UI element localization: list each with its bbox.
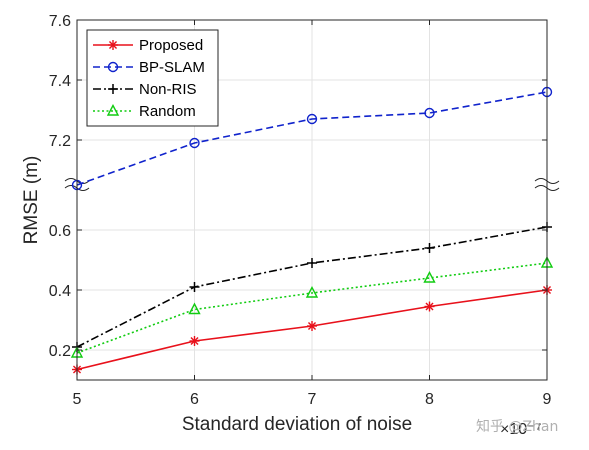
data-point — [423, 270, 436, 283]
legend-box — [86, 29, 219, 127]
point-marker — [106, 103, 120, 116]
data-point — [424, 107, 435, 119]
point-marker — [423, 270, 436, 283]
data-point — [108, 84, 118, 94]
legend-label: Proposed — [139, 37, 203, 54]
x-tick-label: 5 — [73, 391, 82, 408]
point-marker — [190, 336, 199, 346]
data-point — [107, 61, 119, 73]
x-tick-label: 9 — [543, 391, 552, 408]
point-marker — [108, 40, 118, 50]
legend-entry: BP-SLAM — [93, 59, 205, 76]
y-tick-label: 0.6 — [49, 223, 71, 240]
x-tick-label: 8 — [425, 391, 434, 408]
legend: Proposed BP-SLAM Non-RIS Random — [86, 29, 219, 127]
data-point — [424, 243, 435, 253]
legend-entry: Non-RIS — [93, 81, 197, 98]
watermark: 知乎 @Zhan — [476, 418, 558, 435]
legend-entry: Random — [93, 103, 196, 120]
y-tick-label: 7.6 — [49, 13, 71, 30]
x-tick-label: 6 — [190, 391, 199, 408]
legend-entry: Proposed — [93, 37, 203, 54]
data-point — [424, 301, 435, 312]
data-point — [108, 40, 118, 50]
legend-label: BP-SLAM — [139, 59, 205, 76]
point-marker — [189, 137, 200, 149]
y-tick-label: 0.2 — [49, 343, 71, 360]
y-tick-label: 0.4 — [49, 283, 71, 300]
ticks: 5 6 7 8 9 0.2 0.4 0.6 7.2 7.4 7.6 — [49, 13, 552, 408]
legend-label: Non-RIS — [139, 81, 197, 98]
point-marker — [107, 61, 119, 73]
data-point — [307, 321, 317, 331]
point-marker — [306, 113, 318, 125]
point-marker — [425, 302, 434, 311]
y-axis-label: RMSE (m) — [21, 156, 42, 245]
data-point — [188, 302, 201, 315]
point-marker — [188, 302, 201, 315]
data-point — [305, 285, 319, 298]
y-tick-label: 7.2 — [49, 133, 71, 150]
data-point — [189, 336, 200, 346]
data-point — [189, 137, 200, 149]
data-point — [306, 113, 318, 125]
point-marker — [424, 107, 435, 119]
point-marker — [307, 321, 317, 331]
series-line — [76, 262, 548, 354]
series-random — [70, 255, 554, 358]
x-axis-exponent: ×10⁻⁷ — [500, 421, 542, 438]
y-tick-label: 7.4 — [49, 73, 71, 90]
data-point — [106, 103, 120, 116]
legend-label: Random — [139, 103, 196, 120]
x-axis-label: Standard deviation of noise — [182, 414, 412, 435]
data-point — [307, 258, 317, 268]
point-marker — [305, 285, 319, 298]
x-tick-label: 7 — [308, 391, 317, 408]
data-point — [189, 282, 200, 292]
series-line — [76, 91, 548, 186]
